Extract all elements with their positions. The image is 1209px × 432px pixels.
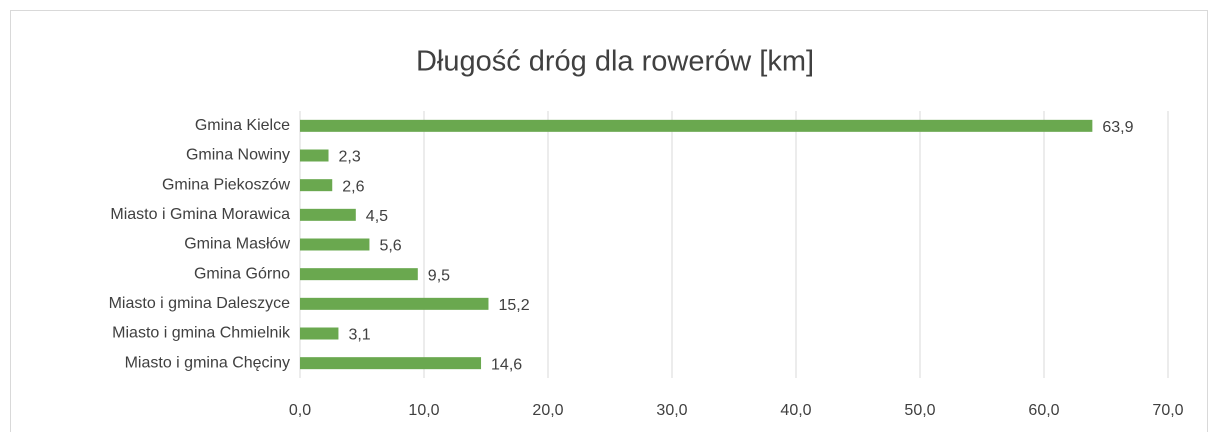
data-label: 5,6 [379, 238, 401, 255]
data-label: 9,5 [428, 267, 450, 284]
x-tick-label: 60,0 [1028, 402, 1059, 419]
x-tick-label: 30,0 [656, 402, 687, 419]
data-label: 15,2 [498, 297, 529, 314]
y-tick-label: Gmina Piekoszów [162, 176, 290, 193]
y-tick-label: Miasto i Gmina Morawica [110, 206, 290, 223]
y-tick-label: Gmina Masłów [184, 236, 290, 253]
bar [300, 208, 356, 221]
bar [300, 119, 1093, 132]
y-tick-label: Miasto i gmina Daleszyce [109, 295, 291, 312]
bar [300, 327, 339, 340]
data-label: 3,1 [348, 327, 370, 344]
y-tick-label: Gmina Nowiny [186, 147, 290, 164]
chart-frame [10, 10, 1208, 432]
data-label: 2,6 [342, 178, 364, 195]
x-tick-label: 20,0 [532, 402, 563, 419]
y-tick-label: Gmina Górno [194, 265, 290, 282]
bar [300, 268, 418, 281]
data-label: 63,9 [1102, 119, 1133, 136]
bar [300, 357, 482, 370]
y-tick-label: Miasto i gmina Chmielnik [112, 325, 291, 342]
chart-title: Długość dróg dla rowerów [km] [416, 46, 814, 78]
x-tick-label: 40,0 [780, 402, 811, 419]
x-tick-label: 70,0 [1152, 402, 1183, 419]
bar [300, 149, 329, 162]
x-tick-label: 0,0 [289, 402, 311, 419]
data-label: 2,3 [339, 149, 361, 166]
x-tick-label: 10,0 [408, 402, 439, 419]
bar [300, 297, 489, 310]
y-tick-label: Miasto i gmina Chęciny [125, 354, 290, 371]
bar [300, 238, 370, 251]
x-tick-label: 50,0 [904, 402, 935, 419]
y-tick-label: Gmina Kielce [195, 117, 290, 134]
data-label: 14,6 [491, 356, 522, 373]
bar [300, 179, 333, 192]
data-label: 4,5 [366, 208, 388, 225]
